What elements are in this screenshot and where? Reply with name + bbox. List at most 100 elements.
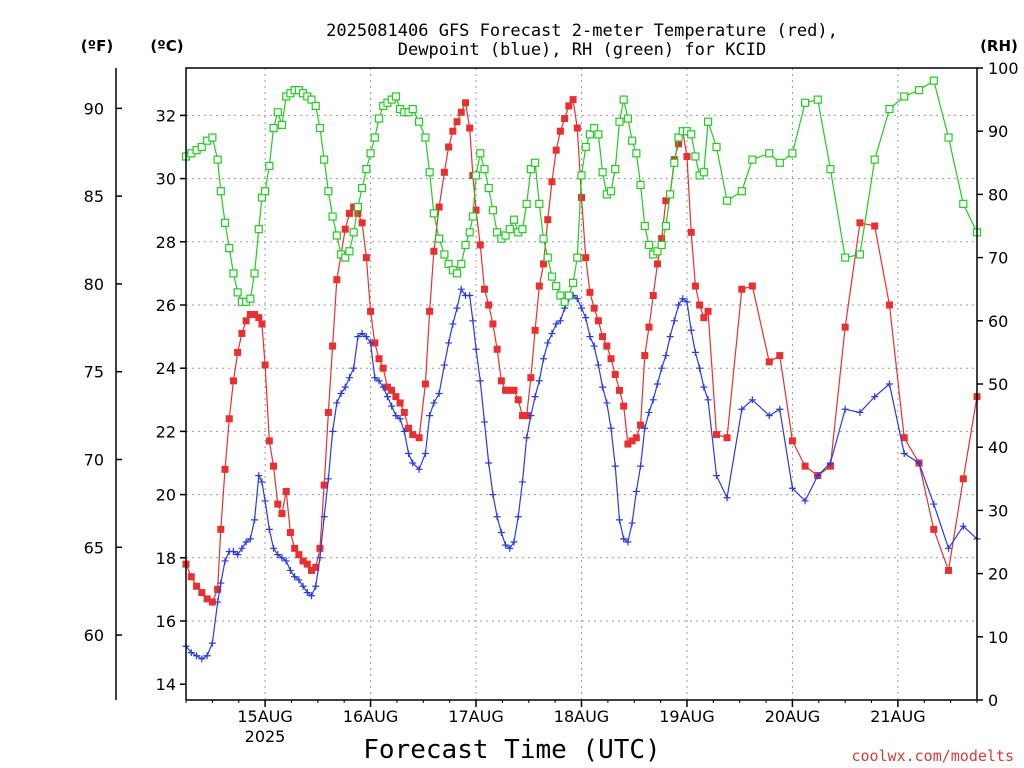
dewpoint-point — [615, 516, 623, 524]
temperature-point — [187, 573, 195, 581]
rh-point — [465, 228, 474, 237]
rh-point — [619, 95, 628, 104]
temperature-point — [738, 285, 746, 293]
x-tick-label: 18AUG — [554, 707, 609, 726]
rh-point — [341, 253, 350, 262]
dewpoint-point — [476, 377, 484, 385]
dewpoint-point — [457, 285, 465, 293]
temperature-point — [675, 140, 683, 148]
dewpoint-point — [388, 402, 396, 410]
dewpoint-point — [548, 329, 556, 337]
rh-point — [670, 158, 679, 167]
rh-point — [476, 149, 485, 158]
dewpoint-point — [514, 513, 522, 521]
temperature-point — [628, 437, 636, 445]
dewpoint-point — [645, 408, 653, 416]
temperature-point — [383, 383, 391, 391]
dewpoint-point — [217, 579, 225, 587]
rh-point — [324, 187, 333, 196]
dewpoint-point — [291, 573, 299, 581]
rh-point — [353, 202, 363, 212]
temperature-point — [841, 323, 849, 331]
temperature-point — [466, 124, 474, 132]
dewpoint-point — [282, 557, 290, 565]
temperature-point — [510, 386, 518, 394]
temperature-point — [449, 127, 457, 135]
rh-point — [826, 165, 835, 174]
dewpoint-point — [885, 380, 893, 388]
temperature-point — [234, 348, 242, 356]
dewpoint-point — [700, 383, 708, 391]
temperature-point — [611, 371, 619, 379]
rh-axis-label: (RH) — [980, 37, 1018, 55]
temperature-point — [959, 475, 967, 483]
dewpoint-point — [329, 427, 337, 435]
temperature-point — [421, 380, 429, 388]
dewpoint-point — [480, 418, 488, 426]
temperature-point — [258, 320, 266, 328]
rh-point — [870, 155, 879, 164]
dewpoint-point — [379, 383, 387, 391]
temperature-point — [489, 320, 497, 328]
fahrenheit-tick-label: 85 — [84, 187, 104, 206]
temperature-point — [379, 364, 387, 372]
rh-point — [653, 247, 662, 256]
rh-point — [800, 98, 810, 107]
dewpoint-point — [409, 459, 417, 467]
rh-point — [556, 291, 565, 300]
temperature-point — [696, 301, 704, 309]
fahrenheit-tick-label: 60 — [84, 626, 104, 645]
rh-point — [661, 221, 670, 231]
dewpoint-point — [624, 538, 632, 546]
rh-point — [332, 231, 341, 240]
dewpoint-point — [637, 462, 645, 470]
temperature-point — [531, 326, 539, 334]
celsius-tick-label: 14 — [156, 675, 176, 694]
celsius-tick-label: 30 — [156, 170, 176, 189]
rh-point — [362, 165, 371, 174]
rh-point — [644, 240, 654, 250]
dewpoint-point — [435, 389, 443, 397]
dewpoint-point — [255, 472, 263, 480]
rh-tick-label: 10 — [988, 628, 1008, 647]
x-tick-label: 17AUG — [448, 707, 503, 726]
dewpoint-point — [238, 544, 246, 552]
temperature-point — [329, 342, 337, 350]
celsius-tick-label: 28 — [156, 233, 176, 252]
rh-point — [265, 161, 274, 171]
rh-tick-label: 0 — [988, 691, 998, 710]
x-tick-label: 15AUG — [237, 707, 292, 726]
dewpoint-point — [670, 317, 678, 325]
dewpoint-point — [258, 478, 266, 486]
series-layer — [181, 76, 982, 663]
dewpoint-point — [527, 412, 535, 420]
rh-tick-label: 100 — [988, 59, 1019, 78]
dewpoint-point — [371, 374, 379, 382]
rh-point — [213, 155, 222, 164]
temperature-point — [801, 462, 809, 470]
temperature-point — [624, 440, 632, 448]
temperature-point — [375, 355, 383, 363]
temperature-point — [544, 216, 552, 224]
rh-point — [471, 171, 481, 180]
rh-tick-label: 50 — [988, 375, 1008, 394]
dewpoint-point — [814, 472, 822, 480]
rh-point — [885, 104, 894, 114]
celsius-tick-label: 18 — [156, 549, 176, 568]
dewpoint-point — [675, 301, 683, 309]
x-tick-label: 16AUG — [343, 707, 398, 726]
temperature-point — [586, 288, 594, 296]
dewpoint-point — [628, 519, 636, 527]
temperature-point — [683, 152, 691, 160]
dewpoint-point — [187, 649, 195, 657]
fahrenheit-tick-label: 65 — [84, 538, 104, 557]
rh-tick-label: 80 — [988, 185, 1008, 204]
temperature-point — [527, 374, 535, 382]
temperature-point — [214, 585, 222, 593]
rh-point — [501, 231, 510, 240]
temperature-point — [261, 361, 269, 369]
dewpoint-point — [687, 326, 695, 334]
celsius-axis-label: (ºC) — [150, 37, 183, 55]
temperature-point — [265, 437, 273, 445]
temperature-point — [607, 355, 615, 363]
